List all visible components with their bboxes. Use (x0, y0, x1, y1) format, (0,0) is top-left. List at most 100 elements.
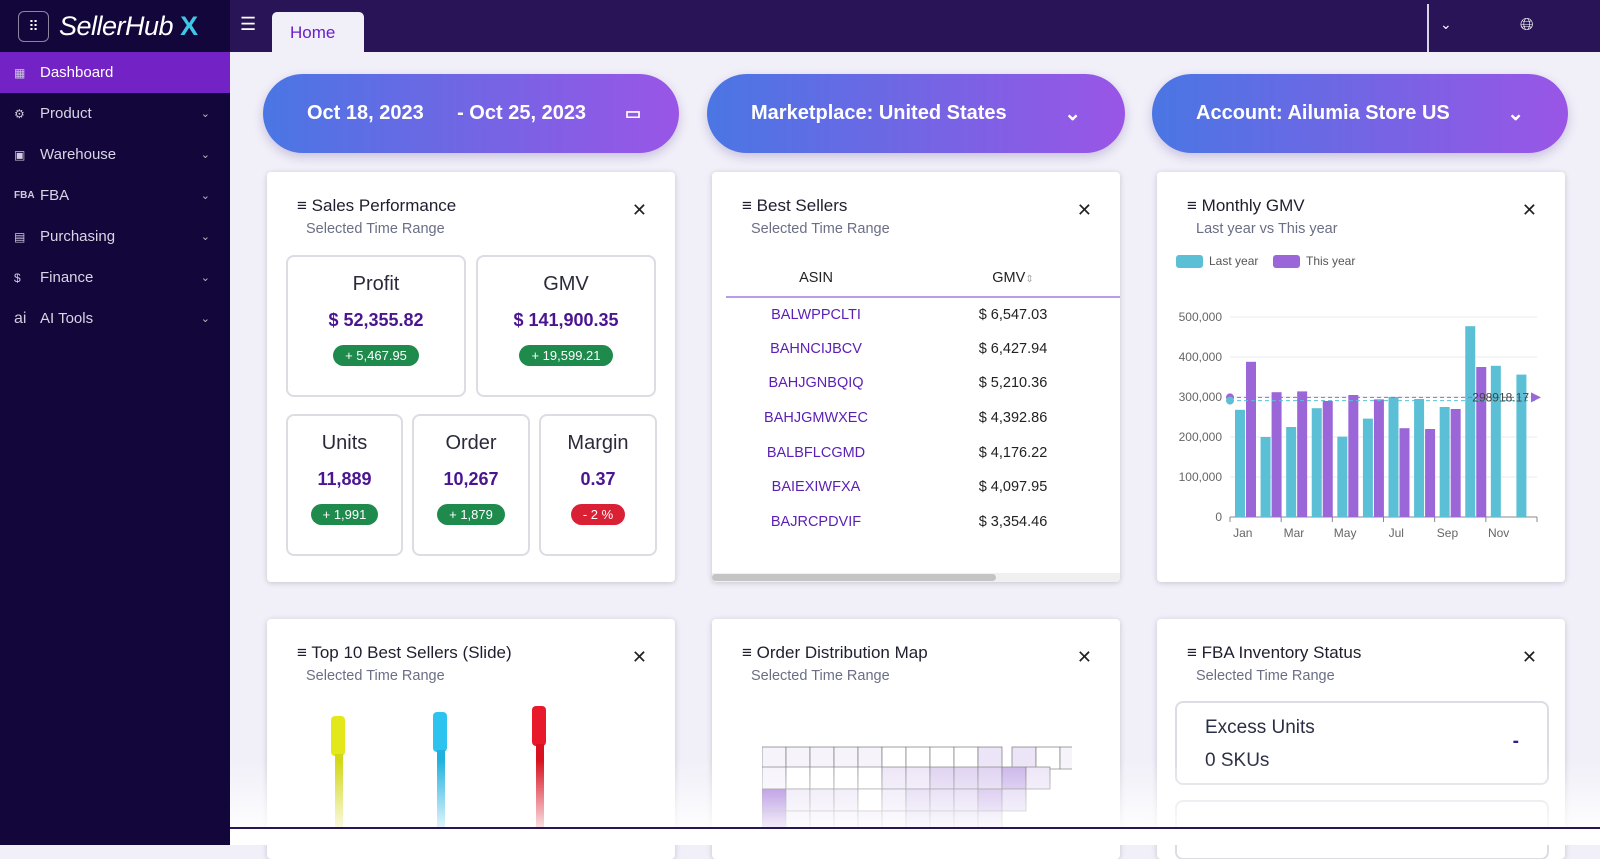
apps-grid-icon[interactable]: ⠿ (18, 10, 49, 42)
menu-collapse-icon[interactable]: ☰ (240, 14, 257, 34)
state-region[interactable] (1035, 746, 1061, 770)
bar-this-year-apr (1322, 401, 1333, 517)
state-region[interactable] (762, 788, 787, 812)
state-region[interactable] (857, 788, 883, 812)
table-row[interactable]: BAHJGMWXEC $ 4,392.86 (726, 401, 1120, 436)
excess-units-box: Excess Units 0 SKUs - (1175, 701, 1549, 785)
state-region[interactable] (929, 746, 955, 770)
state-region[interactable] (809, 788, 835, 812)
state-region[interactable] (785, 766, 811, 790)
close-icon[interactable]: ✕ (631, 200, 647, 220)
sort-icon[interactable]: ⇕ (1025, 274, 1034, 285)
us-order-map[interactable] (762, 737, 1072, 837)
table-row[interactable]: BAIEXIWFXA $ 4,097.95 (726, 470, 1120, 505)
drag-handle-icon[interactable]: ≡ (1187, 196, 1197, 215)
tab-home[interactable]: Home (272, 12, 364, 52)
asin-link[interactable]: BALWPPCLTI (771, 306, 861, 323)
drag-handle-icon[interactable]: ≡ (742, 196, 752, 215)
chevron-down-icon[interactable]: ⌄ (1440, 16, 1452, 32)
drag-handle-icon[interactable]: ≡ (297, 196, 307, 215)
state-region[interactable] (857, 746, 883, 770)
state-region[interactable] (809, 746, 835, 770)
state-region[interactable] (953, 788, 979, 812)
metric-delta-badge: + 5,467.95 (333, 345, 419, 366)
state-region[interactable] (1025, 766, 1051, 790)
sidebar-item-dashboard[interactable]: ▦ Dashboard (0, 52, 230, 93)
asin-link[interactable]: BAHJGNBQIQ (768, 375, 864, 392)
gmv-value: $ 4,392.86 (978, 410, 1048, 427)
scrollbar-thumb[interactable] (712, 574, 996, 581)
product-slide-image[interactable] (267, 704, 675, 834)
sidebar-item-warehouse[interactable]: ▣ Warehouse ⌄ (0, 134, 230, 175)
card-title[interactable]: ≡ Monthly GMV (1187, 196, 1305, 216)
product-icon: ⚙ (14, 106, 25, 121)
state-region[interactable] (953, 766, 979, 790)
sidebar-item-fba[interactable]: FBA FBA ⌄ (0, 175, 230, 216)
close-icon[interactable]: ✕ (1521, 200, 1537, 220)
state-region[interactable] (881, 746, 907, 770)
asin-link[interactable]: BAIEXIWFXA (771, 479, 861, 496)
state-region[interactable] (762, 746, 787, 770)
drag-handle-icon[interactable]: ≡ (742, 643, 752, 662)
sidebar-item-purchasing[interactable]: ▤ Purchasing ⌄ (0, 216, 230, 257)
state-region[interactable] (833, 746, 859, 770)
close-icon[interactable]: ✕ (1076, 200, 1092, 220)
state-region[interactable] (1059, 746, 1072, 770)
sidebar-item-product[interactable]: ⚙ Product ⌄ (0, 93, 230, 134)
state-region[interactable] (809, 766, 835, 790)
card-title[interactable]: ≡ FBA Inventory Status (1187, 643, 1361, 663)
state-region[interactable] (1001, 766, 1027, 790)
card-title[interactable]: ≡ Order Distribution Map (742, 643, 928, 663)
sidebar-item-ai-tools[interactable]: ai AI Tools ⌄ (0, 298, 230, 339)
state-region[interactable] (833, 788, 859, 812)
table-row[interactable]: BAHJGNBQIQ $ 5,210.36 (726, 366, 1120, 401)
asin-link[interactable]: BAHNCIJBCV (770, 340, 862, 357)
account-select[interactable]: Account: Ailumia Store US ⌄ (1152, 74, 1568, 153)
asin-link[interactable]: BALBFLCGMD (766, 444, 866, 461)
sidebar-item-finance[interactable]: $ Finance ⌄ (0, 257, 230, 298)
state-region[interactable] (1001, 788, 1027, 812)
state-region[interactable] (785, 788, 811, 812)
metric-order: Order 10,267 + 1,879 (412, 414, 530, 556)
state-region[interactable] (929, 788, 955, 812)
card-title[interactable]: ≡ Top 10 Best Sellers (Slide) (297, 643, 512, 663)
state-region[interactable] (857, 766, 883, 790)
metric-delta-badge: + 19,599.21 (519, 345, 613, 366)
close-icon[interactable]: ✕ (631, 647, 647, 667)
state-region[interactable] (929, 766, 955, 790)
horizontal-scrollbar[interactable] (712, 573, 1120, 582)
state-region[interactable] (785, 746, 811, 770)
column-header-gmv[interactable]: GMV⇕ (906, 260, 1120, 298)
state-region[interactable] (977, 788, 1003, 812)
state-region[interactable] (905, 788, 931, 812)
legend-last-year[interactable]: Last year (1176, 254, 1258, 268)
drag-handle-icon[interactable]: ≡ (1187, 643, 1197, 662)
table-row[interactable]: BAHNCIJBCV $ 6,427.94 (726, 332, 1120, 367)
asin-link[interactable]: BAJRCPDVIF (770, 513, 862, 530)
y-tick-label: 0 (1215, 510, 1222, 524)
state-region[interactable] (977, 766, 1003, 790)
state-region[interactable] (762, 766, 787, 790)
marketplace-select[interactable]: Marketplace: United States ⌄ (707, 74, 1125, 153)
table-row[interactable]: BALBFLCGMD $ 4,176.22 (726, 435, 1120, 470)
drag-handle-icon[interactable]: ≡ (297, 643, 307, 662)
state-region[interactable] (881, 766, 907, 790)
card-title[interactable]: ≡ Sales Performance (297, 196, 456, 216)
state-region[interactable] (905, 766, 931, 790)
card-title[interactable]: ≡ Best Sellers (742, 196, 847, 216)
asin-link[interactable]: BAHJGMWXEC (764, 410, 868, 427)
globe-icon[interactable]: 🌐︎ (1520, 15, 1534, 34)
close-icon[interactable]: ✕ (1076, 647, 1092, 667)
table-row[interactable]: BALWPPCLTI $ 6,547.03 (726, 297, 1120, 332)
date-range-picker[interactable]: Oct 18, 2023 - Oct 25, 2023 ▭ (263, 74, 679, 153)
state-region[interactable] (881, 788, 907, 812)
state-region[interactable] (953, 746, 979, 770)
state-region[interactable] (1011, 746, 1037, 770)
close-icon[interactable]: ✕ (1521, 647, 1537, 667)
legend-this-year[interactable]: This year (1273, 254, 1355, 268)
state-region[interactable] (977, 746, 1003, 770)
state-region[interactable] (833, 766, 859, 790)
state-region[interactable] (905, 746, 931, 770)
metric-value: $ 52,355.82 (328, 310, 424, 330)
table-row[interactable]: BAJRCPDVIF $ 3,354.46 (726, 505, 1120, 540)
